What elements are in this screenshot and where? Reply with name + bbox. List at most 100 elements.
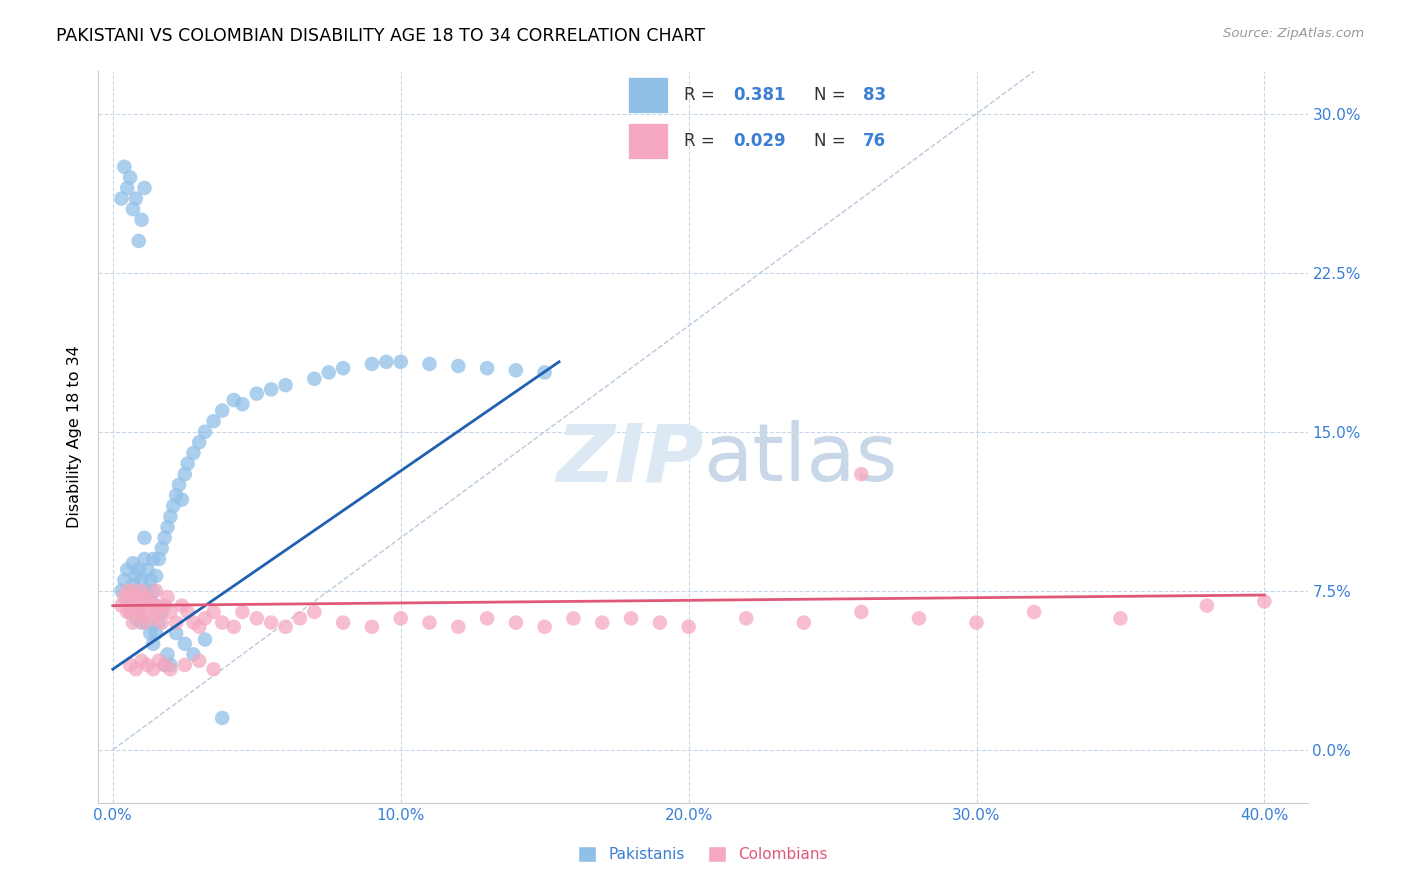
Point: [125, 590, 148, 604]
Point: [156, 590, 179, 604]
Point: [375, 355, 398, 369]
Point: [125, 192, 148, 206]
Point: [134, 590, 156, 604]
Point: [202, 605, 225, 619]
Point: [159, 509, 181, 524]
Point: [418, 615, 440, 630]
Point: [648, 615, 671, 630]
Point: [159, 605, 181, 619]
Point: [115, 605, 138, 619]
Point: [246, 611, 269, 625]
Point: [173, 658, 195, 673]
Point: [136, 563, 159, 577]
Point: [131, 594, 153, 608]
Point: [735, 611, 758, 625]
Point: [115, 563, 138, 577]
Point: [131, 654, 153, 668]
Point: [131, 615, 153, 630]
Point: [194, 425, 217, 439]
Point: [274, 378, 297, 392]
Text: Source: ZipAtlas.com: Source: ZipAtlas.com: [1223, 27, 1364, 40]
Point: [159, 662, 181, 676]
Point: [170, 492, 193, 507]
Point: [1253, 594, 1275, 608]
Point: [125, 662, 148, 676]
Point: [142, 637, 165, 651]
Bar: [628, 123, 668, 159]
Point: [139, 594, 162, 608]
Point: [122, 599, 145, 613]
Text: PAKISTANI VS COLOMBIAN DISABILITY AGE 18 TO 34 CORRELATION CHART: PAKISTANI VS COLOMBIAN DISABILITY AGE 18…: [56, 27, 706, 45]
Point: [183, 446, 205, 460]
Point: [176, 605, 198, 619]
Point: [173, 467, 195, 482]
Point: [1022, 605, 1045, 619]
Point: [389, 355, 412, 369]
Point: [505, 615, 527, 630]
Point: [128, 583, 150, 598]
Point: [165, 615, 187, 630]
Point: [159, 658, 181, 673]
Text: 76: 76: [863, 132, 886, 150]
Point: [148, 615, 170, 630]
Point: [128, 563, 150, 577]
Point: [139, 573, 162, 587]
Point: [120, 594, 142, 608]
Point: [136, 658, 159, 673]
Point: [231, 397, 253, 411]
Point: [332, 361, 354, 376]
Point: [136, 583, 159, 598]
Point: [131, 583, 153, 598]
Point: [173, 637, 195, 651]
Point: [1195, 599, 1218, 613]
Point: [183, 615, 205, 630]
Point: [142, 552, 165, 566]
Point: [148, 552, 170, 566]
Legend: Pakistanis, Colombians: Pakistanis, Colombians: [572, 840, 834, 868]
Bar: [628, 77, 668, 113]
Point: [134, 181, 156, 195]
Point: [150, 541, 173, 556]
Point: [194, 611, 217, 625]
Point: [260, 383, 283, 397]
Point: [153, 599, 176, 613]
Point: [153, 658, 176, 673]
Point: [908, 611, 931, 625]
Point: [231, 605, 253, 619]
Point: [131, 609, 153, 624]
Text: 83: 83: [863, 86, 886, 103]
Point: [620, 611, 643, 625]
Point: [288, 611, 311, 625]
Point: [131, 212, 153, 227]
Point: [112, 573, 135, 587]
Point: [134, 552, 156, 566]
Point: [122, 615, 145, 630]
Point: [110, 599, 132, 613]
Point: [678, 620, 700, 634]
Point: [125, 599, 148, 613]
Point: [153, 531, 176, 545]
Point: [475, 361, 498, 376]
Point: [139, 626, 162, 640]
Point: [505, 363, 527, 377]
Point: [128, 594, 150, 608]
Point: [145, 599, 167, 613]
Point: [183, 648, 205, 662]
Point: [145, 599, 167, 613]
Point: [145, 583, 167, 598]
Point: [112, 590, 135, 604]
Point: [122, 556, 145, 570]
Point: [112, 160, 135, 174]
Point: [134, 615, 156, 630]
Point: [211, 403, 233, 417]
Point: [318, 366, 340, 380]
Point: [447, 359, 470, 373]
Point: [115, 594, 138, 608]
Text: R =: R =: [683, 86, 714, 103]
Text: N =: N =: [814, 86, 845, 103]
Point: [260, 615, 283, 630]
Text: N =: N =: [814, 132, 845, 150]
Point: [562, 611, 585, 625]
Point: [165, 488, 187, 502]
Point: [162, 499, 184, 513]
